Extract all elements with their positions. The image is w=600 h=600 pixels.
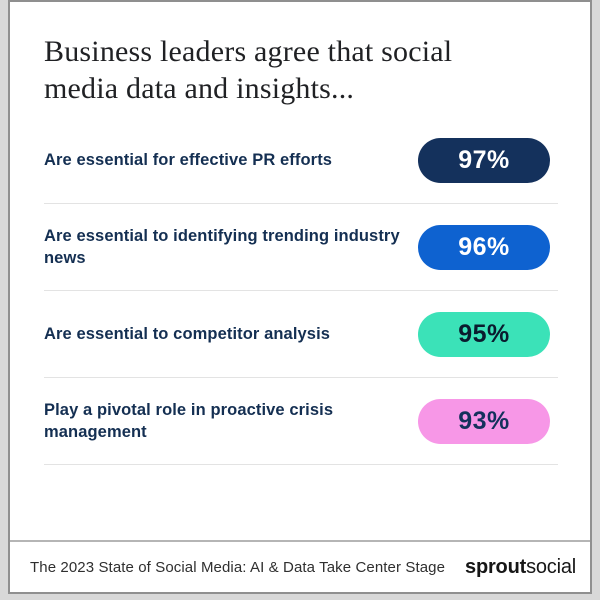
stat-label: Are essential to identifying trending in… <box>44 226 400 268</box>
stat-value: 97% <box>458 145 510 174</box>
stat-pill: 95% <box>418 311 550 357</box>
stat-pill: 97% <box>418 137 550 183</box>
footer: The 2023 State of Social Media: AI & Dat… <box>10 540 590 592</box>
stat-pill: 96% <box>418 224 550 270</box>
infographic-title: Business leaders agree that social media… <box>44 35 453 105</box>
stat-value: 95% <box>458 319 510 348</box>
stat-label: Are essential to competitor analysis <box>44 325 331 344</box>
stat-label: Are essential for effective PR efforts <box>44 151 333 170</box>
stat-pill: 93% <box>418 398 550 444</box>
stat-row: Play a pivotal role in proactive crisis … <box>44 378 558 466</box>
logo-sprout: sprout <box>465 555 527 578</box>
stat-row: Are essential to competitor analysis 95% <box>44 291 558 379</box>
stat-label: Play a pivotal role in proactive crisis … <box>44 400 334 442</box>
stat-row: Are essential for effective PR efforts 9… <box>44 117 558 205</box>
source-text: The 2023 State of Social Media: AI & Dat… <box>30 558 446 576</box>
sprout-social-logo: sproutsocial <box>465 556 576 579</box>
stat-value: 96% <box>458 232 510 261</box>
logo-social: social <box>526 555 576 578</box>
stat-row: Are essential to identifying trending in… <box>44 204 558 292</box>
stat-value: 93% <box>458 406 510 435</box>
infographic-card: Business leaders agree that social media… <box>8 0 592 594</box>
stat-rows: Are essential for effective PR efforts 9… <box>44 117 558 466</box>
